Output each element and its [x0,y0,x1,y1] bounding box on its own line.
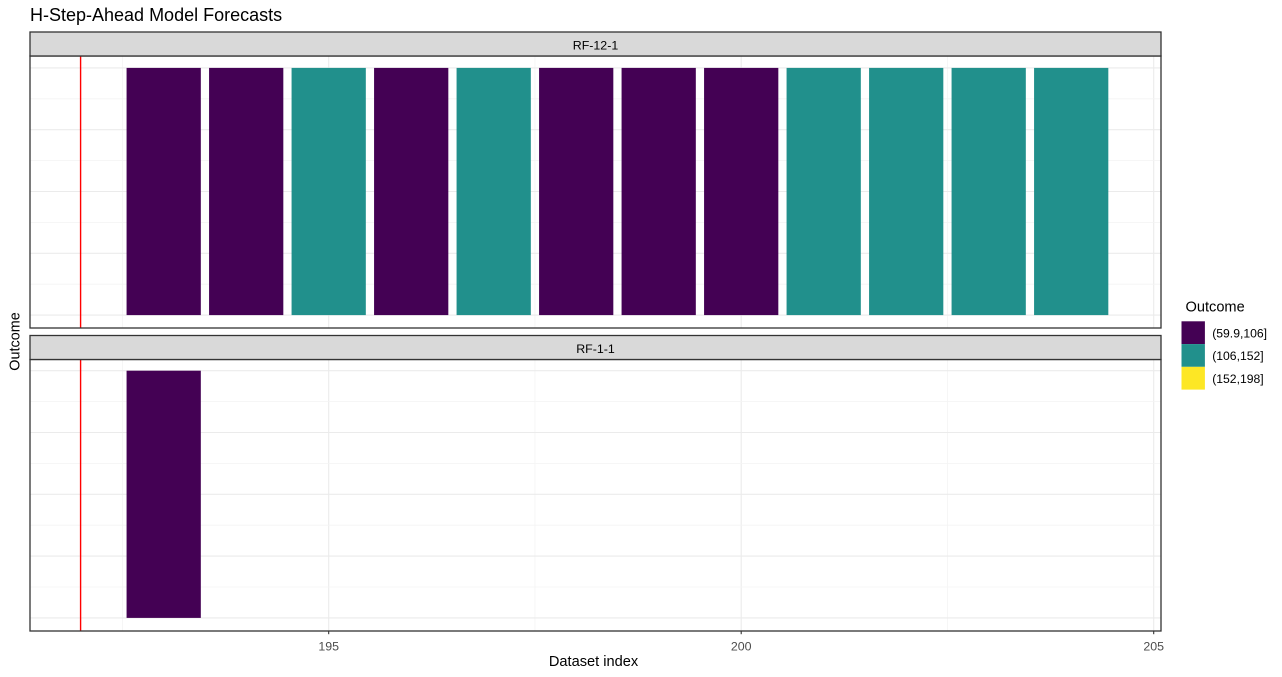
svg-text:RF-1-1: RF-1-1 [576,342,615,356]
svg-text:205: 205 [1143,640,1164,654]
svg-text:RF-12-1: RF-12-1 [573,38,619,52]
svg-text:(59.9,106]: (59.9,106] [1212,326,1267,340]
svg-text:Dataset index: Dataset index [549,654,639,670]
svg-text:200: 200 [731,640,752,654]
svg-text:Outcome: Outcome [8,312,24,370]
svg-text:(106,152]: (106,152] [1212,349,1264,363]
svg-text:(152,198]: (152,198] [1212,372,1264,386]
svg-text:Outcome: Outcome [1186,300,1245,316]
svg-text:H-Step-Ahead Model Forecasts: H-Step-Ahead Model Forecasts [30,5,282,25]
svg-text:195: 195 [318,640,339,654]
